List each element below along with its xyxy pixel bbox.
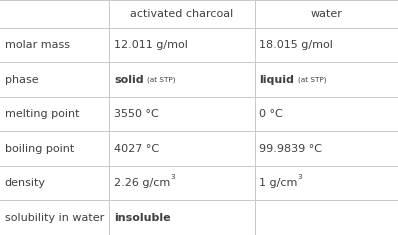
- Text: density: density: [5, 178, 46, 188]
- Text: (at STP): (at STP): [147, 76, 176, 83]
- Text: boiling point: boiling point: [5, 144, 74, 154]
- Text: 0 °C: 0 °C: [259, 109, 283, 119]
- Text: 12.011 g/mol: 12.011 g/mol: [114, 40, 188, 50]
- Text: melting point: melting point: [5, 109, 79, 119]
- Text: 4027 °C: 4027 °C: [114, 144, 159, 154]
- Text: 1 g/cm: 1 g/cm: [259, 178, 298, 188]
- Text: 3: 3: [170, 174, 175, 180]
- Text: (at STP): (at STP): [298, 76, 326, 83]
- Text: solid: solid: [114, 74, 144, 85]
- Text: molar mass: molar mass: [5, 40, 70, 50]
- Text: phase: phase: [5, 74, 38, 85]
- Text: solubility in water: solubility in water: [5, 213, 104, 223]
- Text: 2.26 g/cm: 2.26 g/cm: [114, 178, 170, 188]
- Text: water: water: [310, 9, 342, 19]
- Text: liquid: liquid: [259, 74, 295, 85]
- Text: 18.015 g/mol: 18.015 g/mol: [259, 40, 334, 50]
- Text: 99.9839 °C: 99.9839 °C: [259, 144, 322, 154]
- Text: activated charcoal: activated charcoal: [131, 9, 234, 19]
- Text: insoluble: insoluble: [114, 213, 171, 223]
- Text: 3550 °C: 3550 °C: [114, 109, 159, 119]
- Text: 3: 3: [298, 174, 302, 180]
